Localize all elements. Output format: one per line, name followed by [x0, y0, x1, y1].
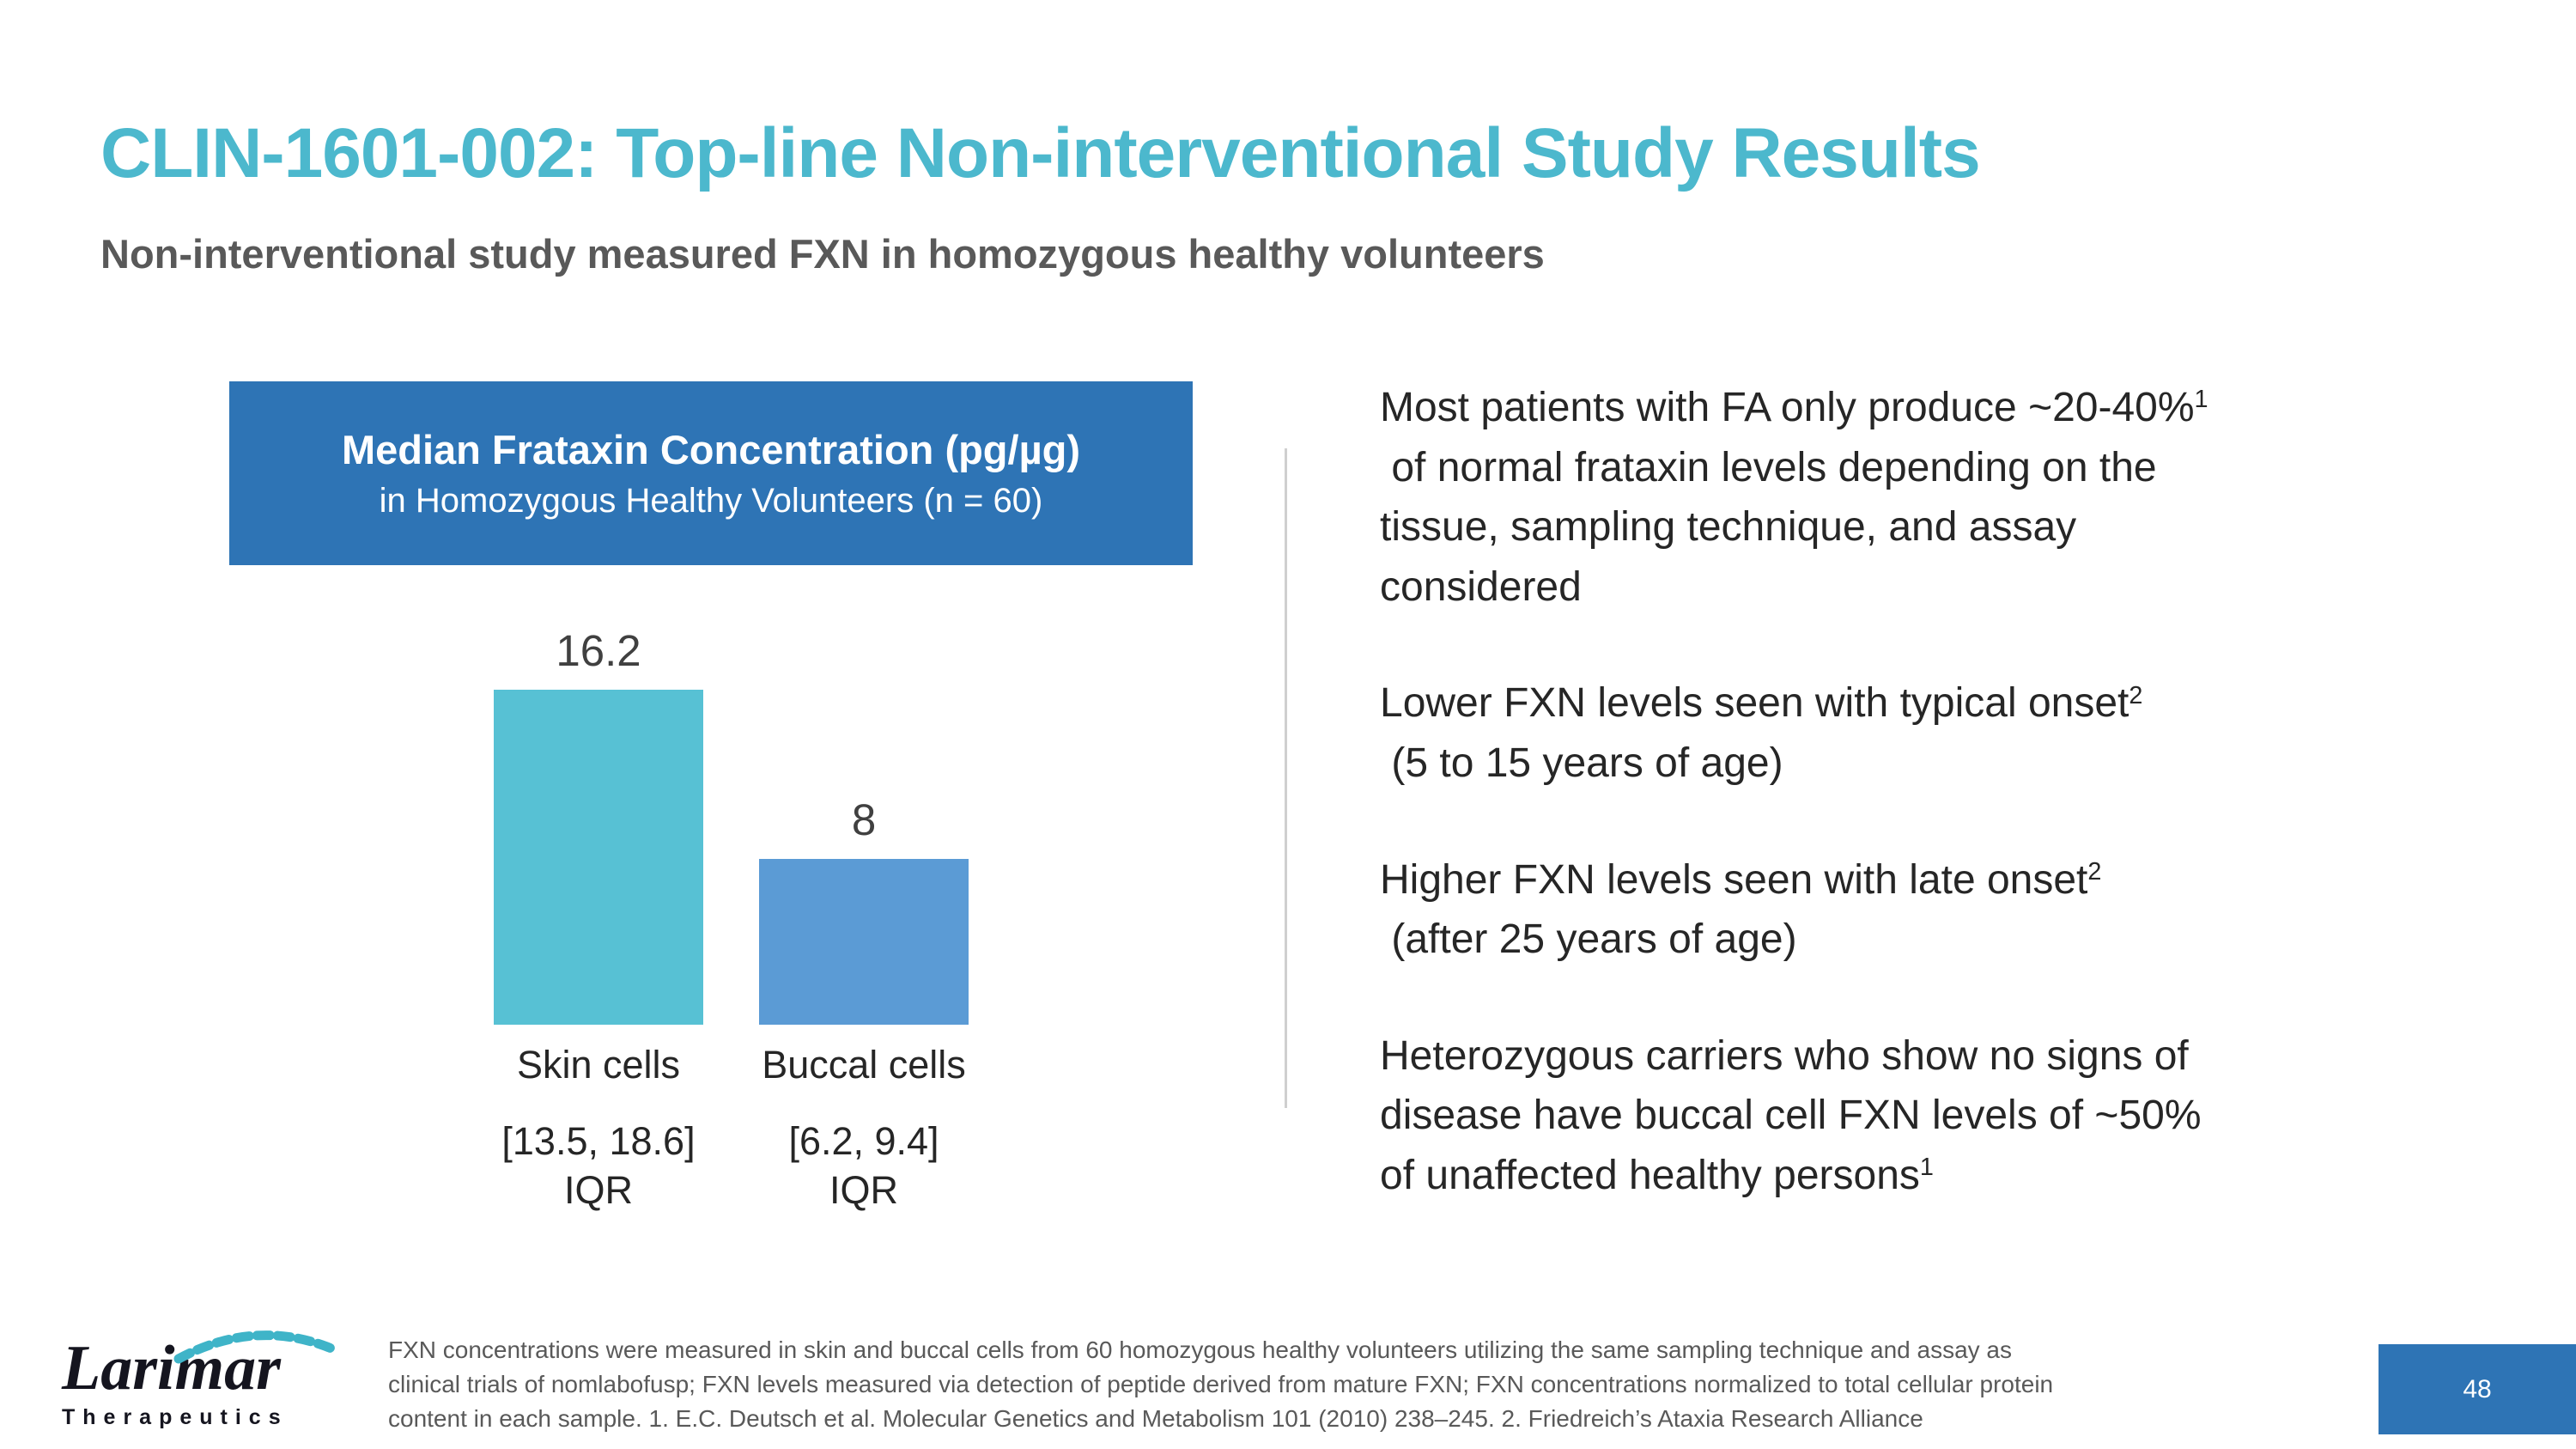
footnote-reference: 2	[2129, 681, 2143, 709]
footnote-reference: 1	[1919, 1154, 1934, 1182]
paragraph-text: Most patients with FA only produce ~20-4…	[1380, 385, 2195, 430]
key-points-text: Most patients with FA only produce ~20-4…	[1380, 378, 2436, 1263]
footnote-line: content in each sample. 1. E.C. Deutsch …	[388, 1404, 1923, 1432]
paragraph-text: (after 25 years of age)	[1391, 916, 1797, 963]
paragraph-text: of normal frataxin levels depending on t…	[1380, 444, 2157, 610]
paragraph-text: Heterozygous carriers who show no signs …	[1380, 1032, 2202, 1198]
page-number: 48	[2463, 1374, 2492, 1403]
paragraph-heterozygous-carriers: Heterozygous carriers who show no signs …	[1380, 1026, 2436, 1206]
bar-buccal-cells	[759, 859, 969, 1025]
paragraph-text: Higher FXN levels seen with late onset	[1380, 856, 2088, 903]
iqr-range-buccal-cells: [6.2, 9.4]	[788, 1119, 939, 1163]
footnote-line: FXN concentrations were measured in skin…	[388, 1336, 2012, 1363]
bar-group-buccal-cells: 8	[759, 795, 969, 1025]
bar-skin-cells	[494, 690, 703, 1025]
iqr-caption: IQR	[829, 1168, 898, 1212]
paragraph-text: (5 to 15 years of age)	[1391, 740, 1783, 786]
chart-title-line1: Median Frataxin Concentration (pg/µg)	[341, 427, 1081, 472]
paragraph-text: Lower FXN levels seen with typical onset	[1380, 680, 2129, 727]
chart-title-line2: in Homozygous Healthy Volunteers (n = 60…	[379, 482, 1043, 520]
bar-value-label: 8	[851, 795, 877, 844]
category-label-skin-cells: Skin cells	[516, 1043, 681, 1087]
paragraph-typical-onset: Lower FXN levels seen with typical onset…	[1380, 673, 2436, 793]
paragraph-late-onset: Higher FXN levels seen with late onset2 …	[1380, 850, 2436, 970]
iqr-caption: IQR	[563, 1168, 633, 1212]
logo-brand-name: Larimar	[62, 1333, 281, 1403]
footnote-reference: 2	[2087, 857, 2102, 886]
bar-value-label: 16.2	[556, 626, 641, 675]
iqr-range-skin-cells: [13.5, 18.6]	[501, 1119, 696, 1163]
paragraph-frataxin-production: Most patients with FA only produce ~20-4…	[1380, 378, 2436, 617]
chart-title-box: Median Frataxin Concentration (pg/µg) in…	[229, 381, 1193, 565]
vertical-divider	[1285, 448, 1287, 1108]
category-label-buccal-cells: Buccal cells	[762, 1043, 966, 1087]
page-number-badge: 48	[2379, 1344, 2576, 1434]
slide-subtitle: Non-interventional study measured FXN in…	[100, 231, 1545, 277]
footnote-line: clinical trials of nomlabofusp; FXN leve…	[388, 1370, 2054, 1397]
footnote-reference: 1	[2194, 386, 2208, 414]
slide-title: CLIN-1601-002: Top-line Non-intervention…	[100, 114, 1981, 192]
logo-tagline: Therapeutics	[62, 1405, 289, 1429]
bar-group-skin-cells: 16.2	[494, 625, 703, 1025]
larimar-logo: Larimar Therapeutics	[62, 1330, 354, 1430]
logo-arc-icon	[173, 1330, 337, 1364]
footnote-text: FXN concentrations were measured in skin…	[388, 1333, 2354, 1435]
